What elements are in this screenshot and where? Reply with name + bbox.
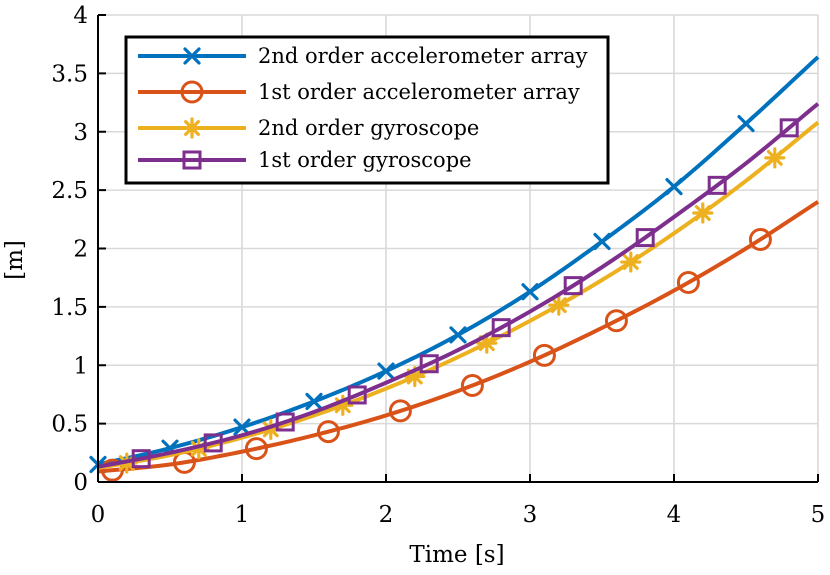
x-tick-label-0: 0 <box>91 502 106 528</box>
series-2-marker-2 <box>244 437 268 461</box>
legend-marker-2 <box>180 80 204 104</box>
series-4-marker-6 <box>563 276 583 296</box>
series-2-marker-5 <box>460 373 484 397</box>
series-1-marker-7 <box>593 232 611 251</box>
y-tick-label-5: 2.5 <box>51 178 88 204</box>
series-2-marker-0 <box>100 458 124 482</box>
series-4-marker-3 <box>347 385 367 405</box>
series-4-marker-9 <box>779 118 799 138</box>
series-1-marker-9 <box>737 114 755 133</box>
y-tick-label-3: 1.5 <box>51 295 88 321</box>
x-tick-label-4: 4 <box>667 502 682 528</box>
series-4-marker-7 <box>635 228 655 248</box>
series-2-marker-6 <box>532 343 556 367</box>
y-tick-label-4: 2 <box>73 237 88 263</box>
series-1-marker-4 <box>377 362 395 380</box>
series-4-marker-1 <box>203 433 223 453</box>
x-tick-label-1: 1 <box>235 502 250 528</box>
legend-label-3: 2nd order gyroscope <box>258 116 479 140</box>
series-4 <box>97 102 820 469</box>
series-layer <box>89 55 820 482</box>
series-2-marker-4 <box>388 399 412 423</box>
y-tick-label-1: 0.5 <box>51 412 88 438</box>
series-2-marker-3 <box>316 420 340 444</box>
legend-marker-4 <box>182 150 202 170</box>
legend-entry-2: 1st order accelerometer array <box>138 80 580 104</box>
series-3-marker-6 <box>548 294 570 316</box>
series-1-marker-8 <box>665 178 683 196</box>
legend-label-2: 1st order accelerometer array <box>258 80 580 104</box>
series-3-marker-7 <box>620 251 642 273</box>
series-1-marker-2 <box>233 418 251 436</box>
series-4-marker-4 <box>419 354 439 374</box>
series-3-marker-8 <box>692 202 714 224</box>
y-tick-label-6: 3 <box>73 120 88 146</box>
y-axis-label: [m] <box>2 240 28 280</box>
y-tick-label-2: 1 <box>73 353 88 379</box>
legend-entry-1: 2nd order accelerometer array <box>138 44 588 68</box>
y-tick-label-0: 0 <box>73 470 88 496</box>
series-4-marker-8 <box>707 175 727 195</box>
series-1-marker-5 <box>449 326 467 344</box>
series-line-4 <box>97 102 820 469</box>
series-1-marker-6 <box>521 283 539 301</box>
series-2-marker-9 <box>748 227 772 251</box>
axes <box>97 14 819 483</box>
series-4-marker-0 <box>131 449 151 469</box>
legend-label-4: 1st order gyroscope <box>258 148 472 172</box>
legend-marker-3 <box>181 117 203 139</box>
legend-marker-1 <box>183 47 201 65</box>
series-3-marker-9 <box>764 147 786 169</box>
series-4-marker-5 <box>491 318 511 338</box>
tick-labels: 0 1 2 3 4 5 0 0.5 1 1.5 2 2.5 3 3.5 4 <box>51 3 825 528</box>
legend-label-1: 2nd order accelerometer array <box>258 44 588 68</box>
legend-entry-3: 2nd order gyroscope <box>138 116 479 140</box>
series-4-marker-2 <box>275 412 295 432</box>
series-1-marker-3 <box>305 392 323 411</box>
legend-entry-4: 1st order gyroscope <box>138 148 472 172</box>
x-tick-label-5: 5 <box>811 502 826 528</box>
y-tick-label-7: 3.5 <box>51 61 88 87</box>
legend: 2nd order accelerometer array 1st order a… <box>124 35 610 185</box>
series-2-marker-8 <box>676 270 700 294</box>
x-axis-label: Time [s] <box>409 542 504 568</box>
x-tick-label-2: 2 <box>379 502 394 528</box>
y-tick-label-8: 4 <box>73 3 88 29</box>
x-tick-label-3: 3 <box>523 502 538 528</box>
series-2 <box>97 200 820 482</box>
series-2-marker-7 <box>604 309 628 333</box>
